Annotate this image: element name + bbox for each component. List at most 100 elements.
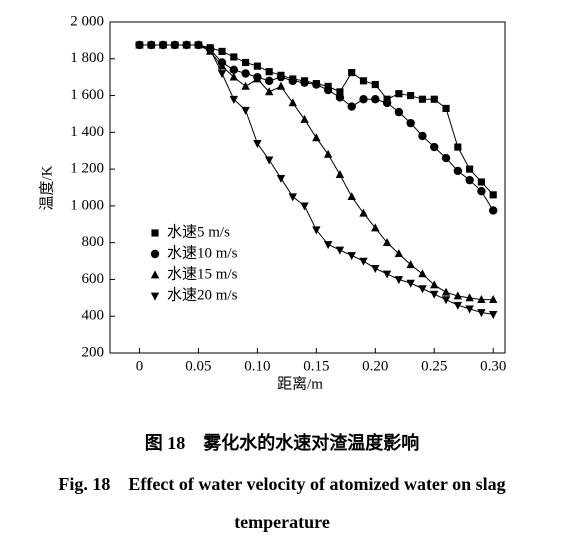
data-point [394, 249, 404, 258]
data-point [382, 98, 392, 108]
data-point [264, 156, 274, 165]
data-point [441, 296, 451, 305]
data-point [265, 68, 273, 76]
data-point [489, 206, 498, 215]
y-tick-label: 800 [82, 234, 105, 250]
legend-marker [150, 270, 160, 279]
y-tick-label: 1 800 [70, 50, 104, 66]
x-axis-label: 距离/m [277, 375, 323, 392]
data-point [182, 41, 191, 50]
series-line [139, 44, 494, 196]
data-point [394, 276, 404, 285]
data-point [147, 41, 156, 50]
data-point [454, 143, 462, 151]
data-point [477, 186, 486, 196]
data-point [229, 72, 239, 81]
data-point [217, 61, 227, 70]
legend-marker [151, 229, 159, 237]
data-point [323, 241, 333, 250]
legend-marker [150, 292, 160, 301]
x-tick-label: 0 [136, 358, 144, 374]
data-point [323, 85, 333, 95]
y-tick-label: 600 [82, 271, 105, 287]
caption-en: Fig. 18 Effect of water velocity of atom… [58, 474, 506, 532]
data-point [288, 98, 297, 107]
data-point [453, 291, 463, 300]
data-point [418, 285, 427, 294]
x-tick-label: 0.05 [185, 358, 211, 374]
data-point [382, 270, 392, 279]
data-point [241, 106, 250, 115]
data-point [406, 118, 415, 128]
y-tick-label: 1 600 [70, 87, 104, 103]
data-point [442, 104, 450, 112]
data-point [418, 269, 427, 278]
data-point [371, 223, 380, 232]
data-point [406, 260, 415, 269]
legend-marker [150, 249, 160, 259]
y-axis-label: 温度/K [38, 165, 55, 210]
chart: 温度/K 距离/m 200 400 600 800 1 000 1 200 1 400 1 6… [38, 13, 506, 392]
data-point [217, 70, 227, 79]
data-point [312, 133, 321, 142]
data-point [347, 102, 356, 111]
data-point [489, 191, 497, 199]
legend-label: 水速5 m/s [167, 223, 230, 240]
data-point [465, 175, 474, 185]
data-point [406, 279, 415, 288]
x-tick-label: 0.20 [362, 358, 388, 374]
data-point [300, 202, 309, 211]
data-point [300, 114, 309, 123]
plot-frame [109, 21, 506, 354]
caption-zh: 图 18 雾化水的水速对渣温度影响 [144, 433, 420, 453]
data-point [194, 41, 203, 50]
data-point [253, 62, 261, 70]
data-point [323, 149, 333, 158]
data-point [335, 246, 345, 255]
data-point [170, 41, 180, 50]
data-point [418, 131, 427, 141]
data-point [371, 95, 380, 104]
data-point [430, 95, 438, 103]
data-point [335, 93, 345, 102]
data-point [241, 81, 250, 90]
x-tick-label: 0.15 [303, 358, 329, 374]
x-tick-label: 0.25 [421, 358, 447, 374]
data-point [300, 78, 309, 87]
data-point [382, 238, 392, 247]
data-point [359, 77, 368, 85]
data-point [407, 91, 415, 100]
data-point [465, 293, 474, 302]
data-point [347, 252, 356, 261]
data-point [229, 95, 239, 104]
data-point [218, 47, 226, 55]
data-point [371, 265, 380, 274]
data-point [430, 290, 439, 299]
data-point [394, 107, 404, 117]
legend-label: 水速15 m/s [167, 265, 238, 282]
data-point [359, 95, 368, 104]
data-point [395, 90, 403, 98]
data-point [489, 295, 498, 304]
y-tick-label: 1 000 [70, 197, 104, 213]
data-point [253, 74, 262, 83]
data-point [242, 58, 250, 67]
data-point [348, 68, 356, 77]
data-point [158, 41, 168, 50]
data-point [253, 140, 262, 148]
data-point [241, 69, 250, 78]
data-point [477, 309, 486, 318]
data-point [276, 174, 286, 183]
data-point [312, 226, 321, 235]
data-point [371, 80, 379, 89]
data-point [229, 65, 239, 75]
data-point [489, 311, 498, 320]
data-point [418, 95, 427, 103]
y-tick-label: 200 [82, 344, 105, 360]
data-point [465, 305, 474, 314]
data-point [477, 295, 486, 304]
data-point [206, 46, 215, 55]
data-point [288, 76, 297, 86]
y-tick-label: 1 400 [70, 124, 104, 140]
